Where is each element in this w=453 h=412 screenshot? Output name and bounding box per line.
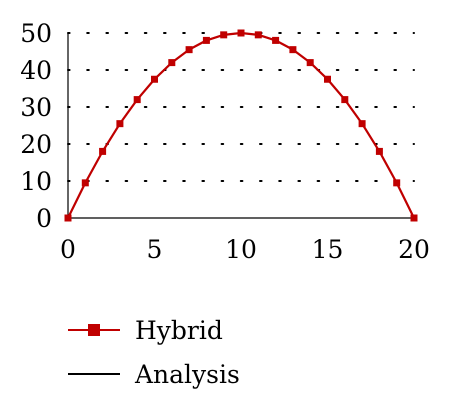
legend-item-analysis: Analysis (68, 360, 240, 389)
x-tick-label: 20 (398, 235, 430, 264)
data-point-hybrid (168, 59, 176, 67)
y-tick-label: 20 (20, 130, 52, 159)
tick-labels: 0 10 20 30 40 50 0 5 10 15 20 (20, 19, 430, 264)
data-point-hybrid (375, 147, 383, 155)
x-tick-label: 15 (312, 235, 344, 264)
data-point-hybrid (64, 214, 72, 222)
data-point-hybrid (358, 120, 366, 128)
data-point-hybrid (202, 36, 210, 44)
legend-swatch-hybrid-marker (88, 324, 100, 336)
data-point-hybrid (254, 31, 262, 39)
data-point-hybrid (341, 96, 349, 104)
data-point-hybrid (410, 214, 418, 222)
y-tick-label: 10 (20, 167, 52, 196)
data-point-hybrid (151, 75, 158, 83)
legend-item-hybrid: Hybrid (68, 316, 223, 345)
x-tick-label: 5 (147, 235, 163, 264)
data-point-hybrid (272, 36, 280, 44)
grid-lines (67, 32, 415, 182)
data-point-hybrid (81, 179, 89, 187)
data-point-hybrid (133, 96, 141, 104)
axes (67, 33, 414, 219)
legend-label-hybrid: Hybrid (135, 316, 223, 345)
legend-label-analysis: Analysis (134, 360, 240, 389)
data-point-hybrid (99, 147, 107, 155)
y-tick-label: 30 (20, 93, 52, 122)
y-tick-label: 0 (36, 204, 52, 233)
data-point-hybrid (289, 46, 297, 54)
legend: Hybrid Analysis (68, 316, 240, 389)
data-point-hybrid (220, 31, 228, 39)
data-point-hybrid (393, 179, 401, 187)
data-point-hybrid (324, 75, 331, 83)
y-tick-label: 50 (20, 19, 52, 48)
data-point-hybrid (237, 29, 245, 37)
series-hybrid (64, 29, 418, 222)
series (64, 29, 418, 222)
data-point-hybrid (306, 59, 314, 67)
x-tick-label: 0 (60, 235, 76, 264)
data-point-hybrid (116, 120, 124, 128)
data-point-hybrid (185, 46, 193, 54)
x-tick-label: 10 (225, 235, 257, 264)
y-tick-label: 40 (20, 56, 52, 85)
